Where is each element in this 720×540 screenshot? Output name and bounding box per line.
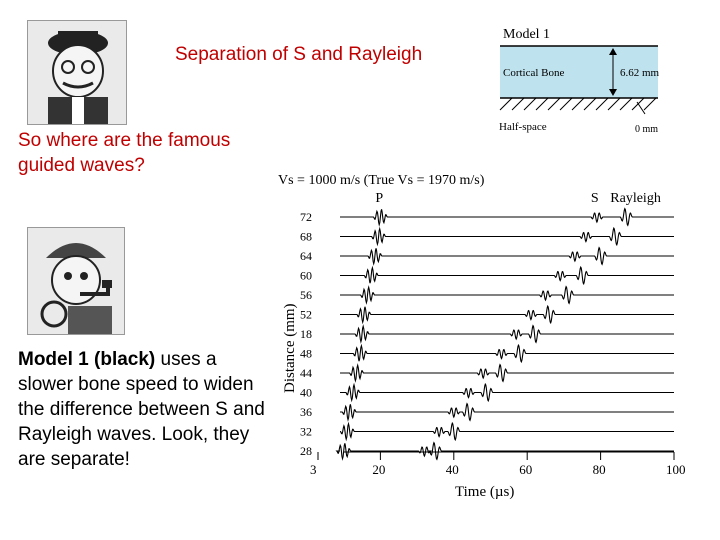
model-figure: Model 1 Cortical Bone 6.62 mm Half-space… xyxy=(495,18,665,148)
detective-cartoon-1 xyxy=(27,20,127,125)
y-tick-label: 36 xyxy=(300,405,312,419)
y-tick-label: 60 xyxy=(300,269,312,283)
y-tick-label: 52 xyxy=(300,308,312,322)
trace-48 xyxy=(340,343,674,364)
explanation-bold: Model 1 (black) xyxy=(18,349,156,370)
y-tick-label: 40 xyxy=(300,386,312,400)
question-text: So where are the famous guided waves? xyxy=(18,130,231,176)
trace-52 xyxy=(340,304,674,325)
layer-label: Cortical Bone xyxy=(503,67,565,79)
model-label: Model 1 xyxy=(503,27,550,42)
x-tick-label: 3 xyxy=(310,462,317,477)
thickness-label: 6.62 mm xyxy=(620,67,660,79)
marker-label-p: P xyxy=(375,191,383,206)
y-tick-label: 72 xyxy=(300,210,312,224)
marker-label-rayleigh: Rayleigh xyxy=(610,191,661,206)
x-tick-label: 40 xyxy=(446,462,459,477)
y-tick-label: 56 xyxy=(300,288,312,302)
x-tick-label: 80 xyxy=(593,462,606,477)
halfspace-label: Half-space xyxy=(499,121,547,133)
zero-label: 0 mm xyxy=(635,124,658,135)
y-tick-label: 28 xyxy=(300,444,312,458)
y-axis-label: Distance (mm) xyxy=(282,303,298,393)
trace-44 xyxy=(340,363,674,383)
trace-28 xyxy=(335,441,674,461)
seismogram-chart: Vs = 1000 m/s (True Vs = 1970 m/s) P S Ray… xyxy=(270,168,690,508)
slide-title: Separation of S and Rayleigh xyxy=(175,44,423,65)
y-tick-label: 48 xyxy=(300,347,312,361)
cortical-bone-layer xyxy=(500,46,658,98)
trace-68 xyxy=(340,226,674,247)
explanation-rest: uses a slower bone speed to widen the di… xyxy=(18,349,265,470)
x-tick-label: 100 xyxy=(666,462,686,477)
y-tick-label: 32 xyxy=(300,425,312,439)
explanation-text: Model 1 (black) uses a slower bone speed… xyxy=(18,347,268,472)
chart-title: Vs = 1000 m/s (True Vs = 1970 m/s) xyxy=(278,173,485,188)
detective-cartoon-2 xyxy=(27,227,125,335)
y-tick-label: 68 xyxy=(300,230,312,244)
trace-40 xyxy=(340,382,674,403)
trace-18 xyxy=(340,324,674,344)
x-tick-label: 60 xyxy=(519,462,532,477)
x-tick-label: 20 xyxy=(372,462,385,477)
detective-pipe-icon xyxy=(40,243,112,334)
trace-32 xyxy=(339,421,674,442)
x-axis-label: Time (µs) xyxy=(455,484,514,500)
detective-face-icon xyxy=(48,31,108,124)
y-tick-label: 64 xyxy=(300,249,312,263)
trace-56 xyxy=(340,285,674,305)
y-tick-label: 44 xyxy=(300,366,312,380)
trace-36 xyxy=(340,402,674,422)
marker-label-s: S xyxy=(591,191,599,206)
y-tick-label: 18 xyxy=(300,327,312,341)
trace-64 xyxy=(340,246,674,266)
trace-60 xyxy=(340,265,674,286)
trace-72 xyxy=(340,207,674,227)
